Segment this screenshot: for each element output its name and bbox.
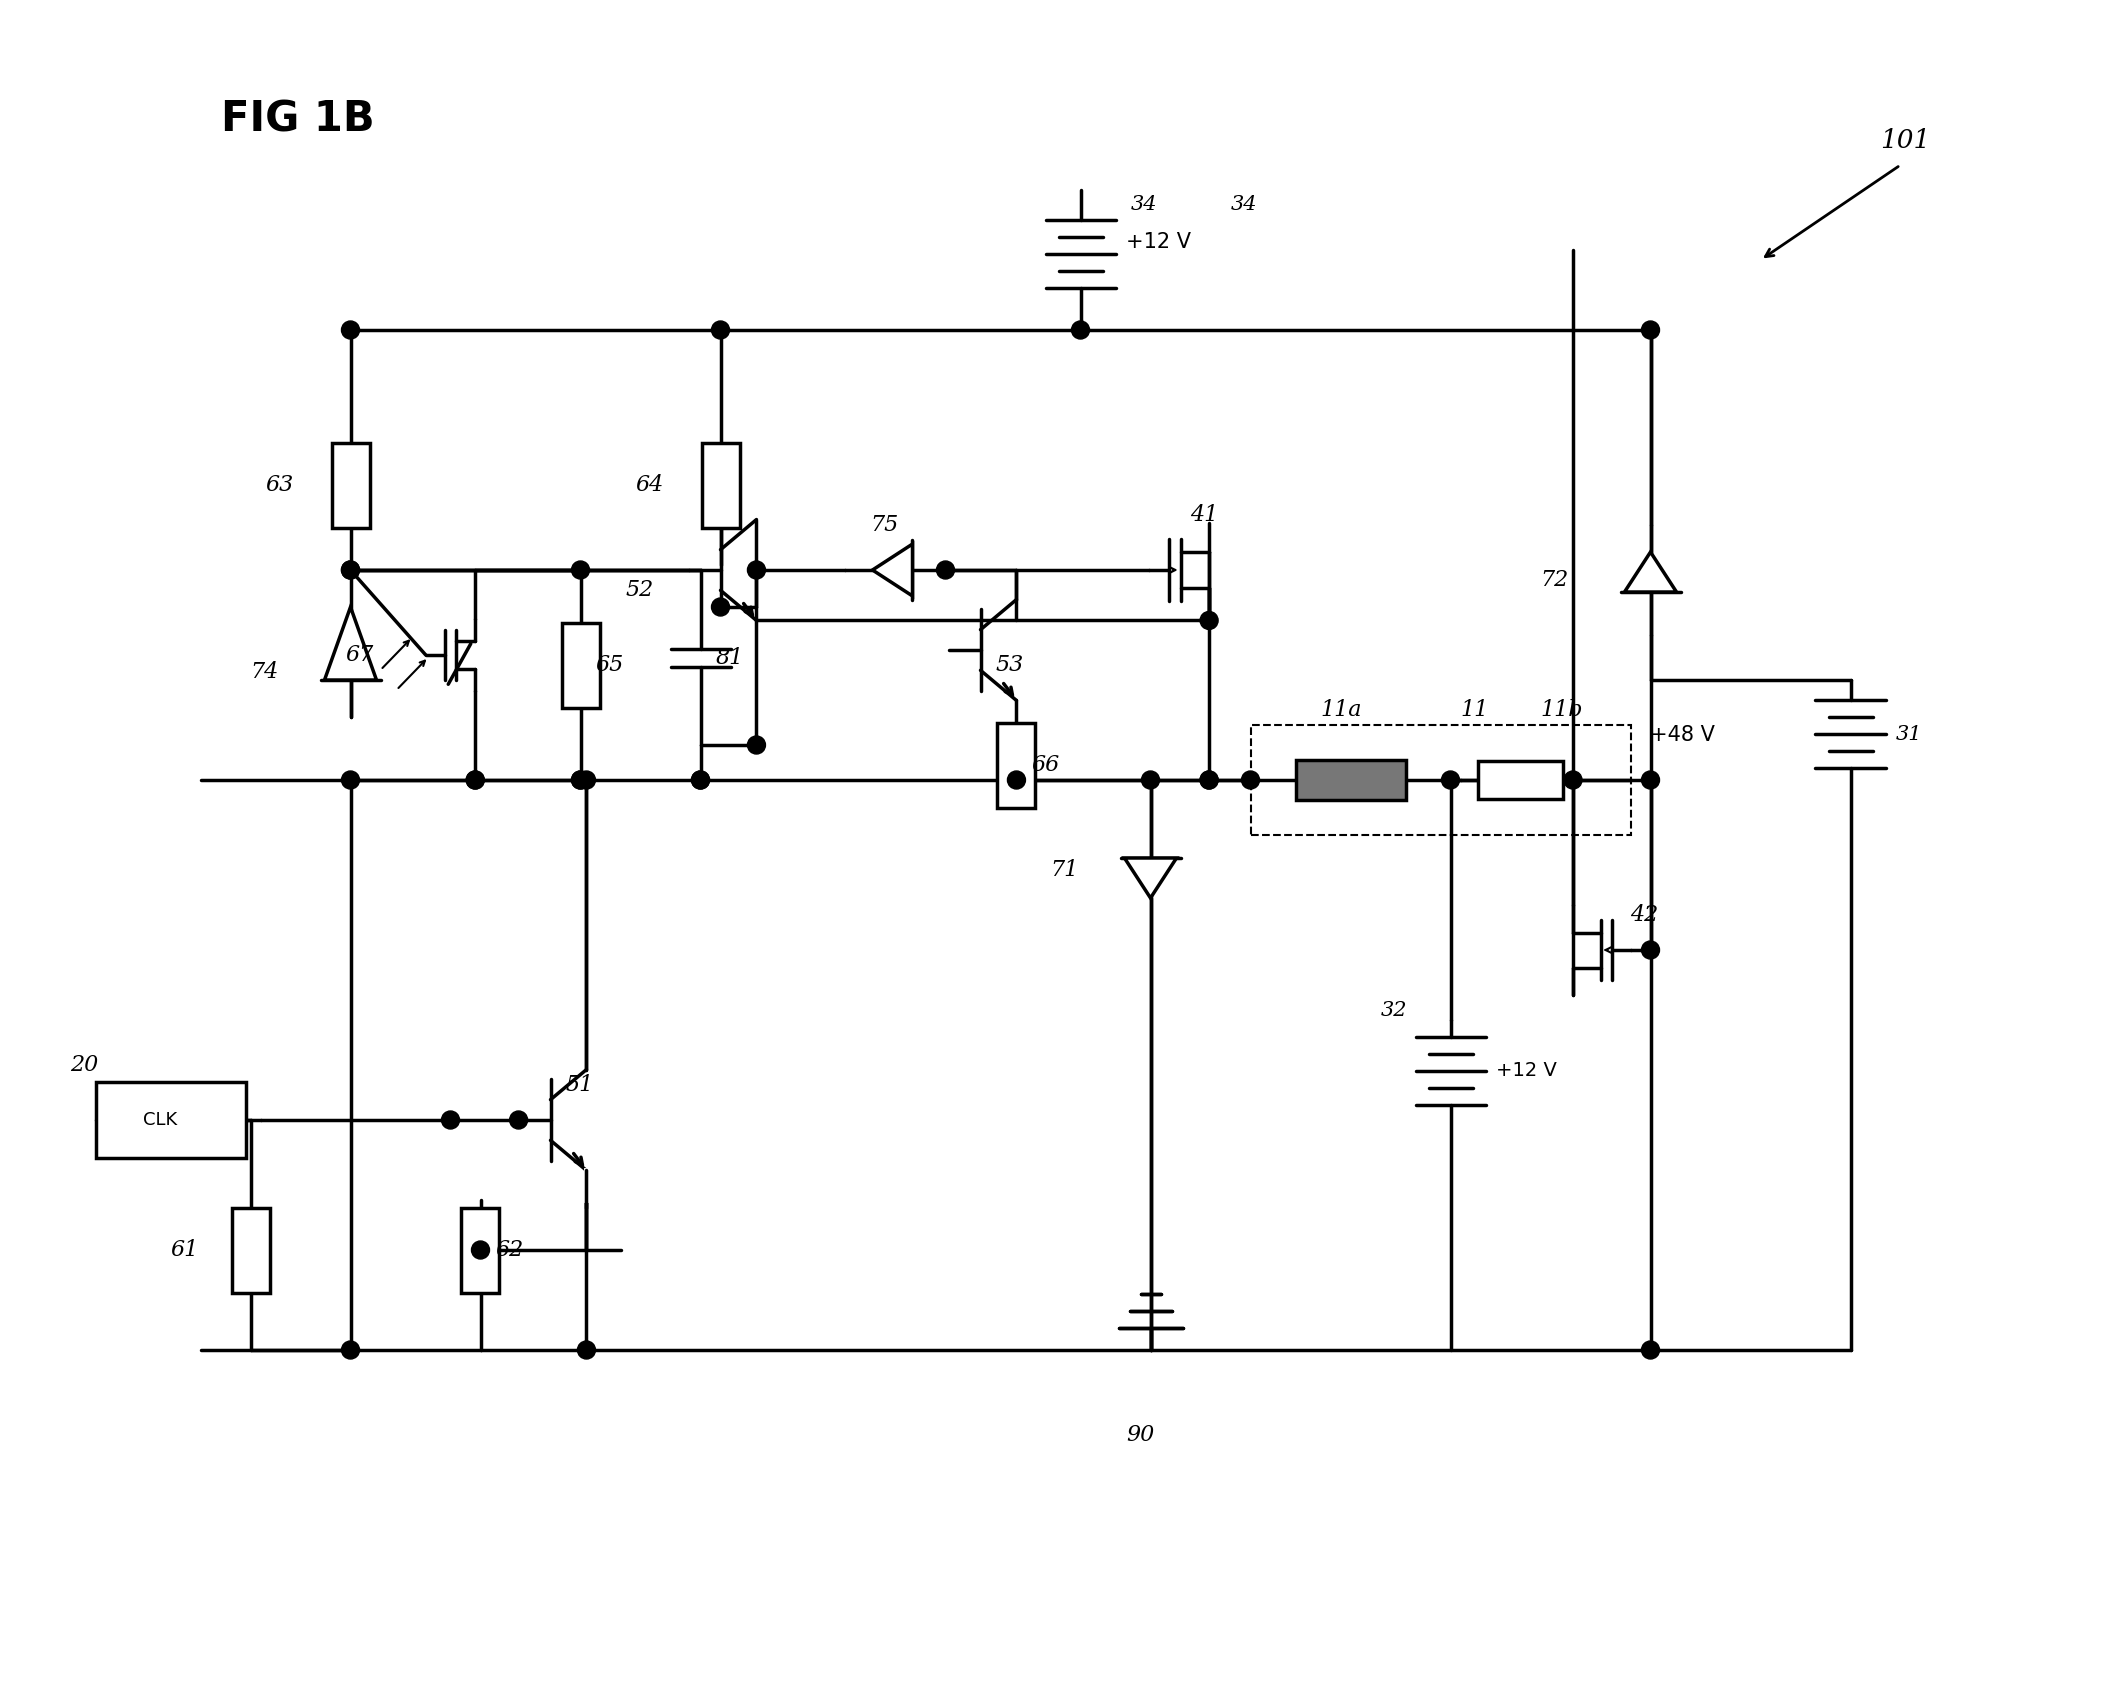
Circle shape [342, 561, 359, 580]
Text: 63: 63 [265, 474, 294, 496]
Polygon shape [324, 607, 376, 680]
Text: +12 V: +12 V [1496, 1061, 1557, 1080]
Circle shape [1200, 772, 1219, 789]
Bar [95, 1081, 246, 1158]
Circle shape [571, 772, 590, 789]
Circle shape [578, 1341, 595, 1358]
Text: 34: 34 [1231, 196, 1256, 214]
Circle shape [937, 561, 954, 580]
Circle shape [1242, 772, 1258, 789]
Circle shape [466, 772, 483, 789]
Circle shape [691, 772, 710, 789]
Circle shape [342, 772, 359, 789]
Circle shape [471, 1241, 490, 1260]
Text: 62: 62 [496, 1239, 523, 1261]
Polygon shape [872, 544, 912, 597]
Circle shape [1641, 942, 1660, 959]
Circle shape [691, 772, 710, 789]
Text: 41: 41 [1191, 503, 1219, 525]
Circle shape [1141, 772, 1160, 789]
Text: 65: 65 [595, 654, 624, 677]
Bar [1250, 724, 1630, 835]
Text: 101: 101 [1880, 128, 1931, 153]
Circle shape [571, 561, 590, 580]
Text: 32: 32 [1380, 1001, 1408, 1020]
Bar [702, 442, 740, 527]
Text: 11b: 11b [1540, 699, 1582, 721]
Text: 67: 67 [345, 644, 374, 666]
Bar [1477, 762, 1563, 799]
Text: 61: 61 [170, 1239, 200, 1261]
Text: +12 V: +12 V [1126, 231, 1191, 252]
Bar [998, 722, 1036, 808]
Circle shape [571, 772, 590, 789]
Text: 72: 72 [1540, 570, 1569, 592]
Circle shape [441, 1112, 460, 1129]
Bar [462, 1207, 500, 1292]
Circle shape [1563, 772, 1582, 789]
Circle shape [342, 1341, 359, 1358]
Text: 64: 64 [635, 474, 664, 496]
Bar [1296, 760, 1406, 801]
Circle shape [712, 598, 729, 615]
Text: 11a: 11a [1322, 699, 1361, 721]
Text: 51: 51 [565, 1074, 595, 1096]
Text: CLK: CLK [143, 1112, 179, 1129]
Circle shape [1008, 772, 1025, 789]
Text: 20: 20 [71, 1054, 99, 1076]
Circle shape [1200, 612, 1219, 629]
Circle shape [712, 321, 729, 338]
Text: 90: 90 [1126, 1425, 1156, 1447]
Bar [561, 622, 599, 707]
Text: 52: 52 [626, 580, 653, 602]
Text: 53: 53 [996, 654, 1023, 677]
Circle shape [1441, 772, 1460, 789]
Text: 34: 34 [1130, 196, 1158, 214]
Text: 75: 75 [870, 513, 899, 536]
Text: FIG 1B: FIG 1B [221, 99, 374, 141]
Bar [332, 442, 370, 527]
Circle shape [511, 1112, 527, 1129]
Text: 42: 42 [1630, 904, 1660, 927]
Text: 81: 81 [716, 646, 744, 668]
Circle shape [342, 561, 359, 580]
Text: 74: 74 [250, 661, 279, 683]
Circle shape [1200, 772, 1219, 789]
Text: 71: 71 [1050, 858, 1078, 881]
Circle shape [342, 321, 359, 338]
Circle shape [1641, 1341, 1660, 1358]
Text: 31: 31 [1895, 726, 1922, 745]
Circle shape [748, 561, 765, 580]
Text: 66: 66 [1032, 755, 1059, 777]
Circle shape [1072, 321, 1090, 338]
Circle shape [578, 772, 595, 789]
Circle shape [1641, 321, 1660, 338]
Circle shape [748, 736, 765, 755]
Text: +48 V: +48 V [1651, 724, 1714, 745]
Polygon shape [1124, 858, 1177, 898]
Text: 11: 11 [1460, 699, 1490, 721]
Polygon shape [1624, 552, 1677, 592]
Circle shape [466, 772, 483, 789]
Circle shape [1641, 772, 1660, 789]
Bar [231, 1207, 269, 1292]
